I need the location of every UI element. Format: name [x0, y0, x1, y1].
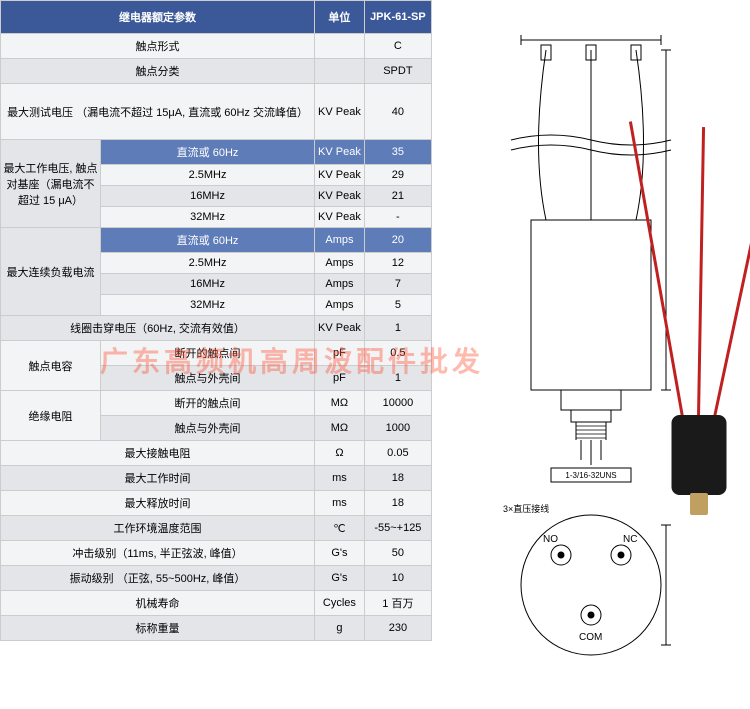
mwv-r1-unit: KV Peak: [315, 140, 365, 165]
row-coil-v-label: 线圈击穿电压（60Hz, 交流有效值）: [1, 316, 315, 341]
row-shock-val: 50: [364, 541, 431, 566]
mci-r3-unit: Amps: [315, 274, 365, 295]
relay-bottom-view-icon: 3×直压接线 NO NC COM: [501, 500, 681, 665]
lead-label: 3×直压接线: [503, 503, 549, 514]
row-temp-range-unit: ℃: [315, 516, 365, 541]
ir-r2-val: 1000: [364, 416, 431, 441]
row-max-test-v-val: 40: [364, 84, 431, 140]
row-temp-range-val: -55~+125: [364, 516, 431, 541]
row-weight-unit: g: [315, 616, 365, 641]
row-weight-label: 标称重量: [1, 616, 315, 641]
row-coil-v-unit: KV Peak: [315, 316, 365, 341]
row-temp-range-label: 工作环境温度范围: [1, 516, 315, 541]
mwv-r4-cond: 32MHz: [101, 207, 315, 228]
row-max-op-time-unit: ms: [315, 466, 365, 491]
row-life-val: 1 百万: [364, 591, 431, 616]
hdr-model: JPK-61-SP: [364, 1, 431, 34]
product-photo: [651, 55, 746, 495]
row-max-op-time-label: 最大工作时间: [1, 466, 315, 491]
mwv-r2-unit: KV Peak: [315, 165, 365, 186]
pin-com-label: COM: [579, 632, 602, 643]
mwv-r1-cond: 直流或 60Hz: [101, 140, 315, 165]
ir-r2-unit: MΩ: [315, 416, 365, 441]
row-max-cont-i-label: 最大连续负载电流: [1, 228, 101, 316]
ir-r1-cond: 断开的触点间: [101, 391, 315, 416]
mwv-r4-unit: KV Peak: [315, 207, 365, 228]
mwv-r2-val: 29: [364, 165, 431, 186]
mci-r1-val: 20: [364, 228, 431, 253]
mci-r3-val: 7: [364, 274, 431, 295]
hdr-param: 继电器额定参数: [1, 1, 315, 34]
hdr-unit: 单位: [315, 1, 365, 34]
cc-r1-cond: 断开的触点间: [101, 341, 315, 366]
row-max-contact-r-val: 0.05: [364, 441, 431, 466]
row-life-unit: Cycles: [315, 591, 365, 616]
row-contact-class-label: 触点分类: [1, 59, 315, 84]
row-insul-res-label: 绝缘电阻: [1, 391, 101, 441]
row-vib-label: 振动级别 （正弦, 55~500Hz, 峰值）: [1, 566, 315, 591]
cc-r2-cond: 触点与外壳间: [101, 366, 315, 391]
row-shock-label: 冲击级别（11ms, 半正弦波, 峰值）: [1, 541, 315, 566]
diagram-column: 1-3/16-32UNS 3×直压接线 NO NC COM: [432, 0, 750, 675]
row-contact-class-val: SPDT: [364, 59, 431, 84]
mci-r2-cond: 2.5MHz: [101, 253, 315, 274]
cc-r2-unit: pF: [315, 366, 365, 391]
wire-icon: [713, 123, 750, 417]
mci-r4-unit: Amps: [315, 295, 365, 316]
mci-r1-unit: Amps: [315, 228, 365, 253]
mci-r4-val: 5: [364, 295, 431, 316]
pin-no-label: NO: [543, 534, 558, 545]
pin-thread-label: 1-3/16-32UNS: [565, 471, 616, 480]
row-contact-form-val: C: [364, 34, 431, 59]
row-life-label: 机械寿命: [1, 591, 315, 616]
mci-r3-cond: 16MHz: [101, 274, 315, 295]
cc-r1-unit: pF: [315, 341, 365, 366]
mwv-r3-cond: 16MHz: [101, 186, 315, 207]
mci-r2-val: 12: [364, 253, 431, 274]
row-max-contact-r-label: 最大接触电阻: [1, 441, 315, 466]
row-contact-cap-label: 触点电容: [1, 341, 101, 391]
mci-r2-unit: Amps: [315, 253, 365, 274]
row-shock-unit: G's: [315, 541, 365, 566]
spec-table-wrap: 继电器额定参数 单位 JPK-61-SP 触点形式 C 触点分类 SPDT 最大测试…: [0, 0, 432, 675]
mwv-r2-cond: 2.5MHz: [101, 165, 315, 186]
wire-icon: [697, 127, 705, 417]
row-vib-val: 10: [364, 566, 431, 591]
ir-r2-cond: 触点与外壳间: [101, 416, 315, 441]
row-contact-form-label: 触点形式: [1, 34, 315, 59]
mwv-r3-val: 21: [364, 186, 431, 207]
spec-table: 继电器额定参数 单位 JPK-61-SP 触点形式 C 触点分类 SPDT 最大测试…: [0, 0, 432, 641]
cc-r2-val: 1: [364, 366, 431, 391]
ir-r1-unit: MΩ: [315, 391, 365, 416]
cc-r1-val: 0.5: [364, 341, 431, 366]
ir-r1-val: 10000: [364, 391, 431, 416]
mwv-r3-unit: KV Peak: [315, 186, 365, 207]
row-coil-v-val: 1: [364, 316, 431, 341]
relay-base-icon: [690, 493, 708, 515]
row-max-contact-r-unit: Ω: [315, 441, 365, 466]
row-weight-val: 230: [364, 616, 431, 641]
row-max-rel-time-unit: ms: [315, 491, 365, 516]
row-max-op-time-val: 18: [364, 466, 431, 491]
row-max-test-v-label: 最大测试电压 （漏电流不超过 15μA, 直流或 60Hz 交流峰值）: [1, 84, 315, 140]
mwv-r4-val: -: [364, 207, 431, 228]
mwv-r1-val: 35: [364, 140, 431, 165]
row-max-rel-time-val: 18: [364, 491, 431, 516]
relay-body-icon: [671, 415, 726, 495]
row-max-test-v-unit: KV Peak: [315, 84, 365, 140]
pin-nc-label: NC: [623, 534, 637, 545]
mci-r4-cond: 32MHz: [101, 295, 315, 316]
row-max-rel-time-label: 最大释放时间: [1, 491, 315, 516]
row-vib-unit: G's: [315, 566, 365, 591]
mci-r1-cond: 直流或 60Hz: [101, 228, 315, 253]
row-max-work-v-label: 最大工作电压, 触点对基座（漏电流不超过 15 μA）: [1, 140, 101, 228]
